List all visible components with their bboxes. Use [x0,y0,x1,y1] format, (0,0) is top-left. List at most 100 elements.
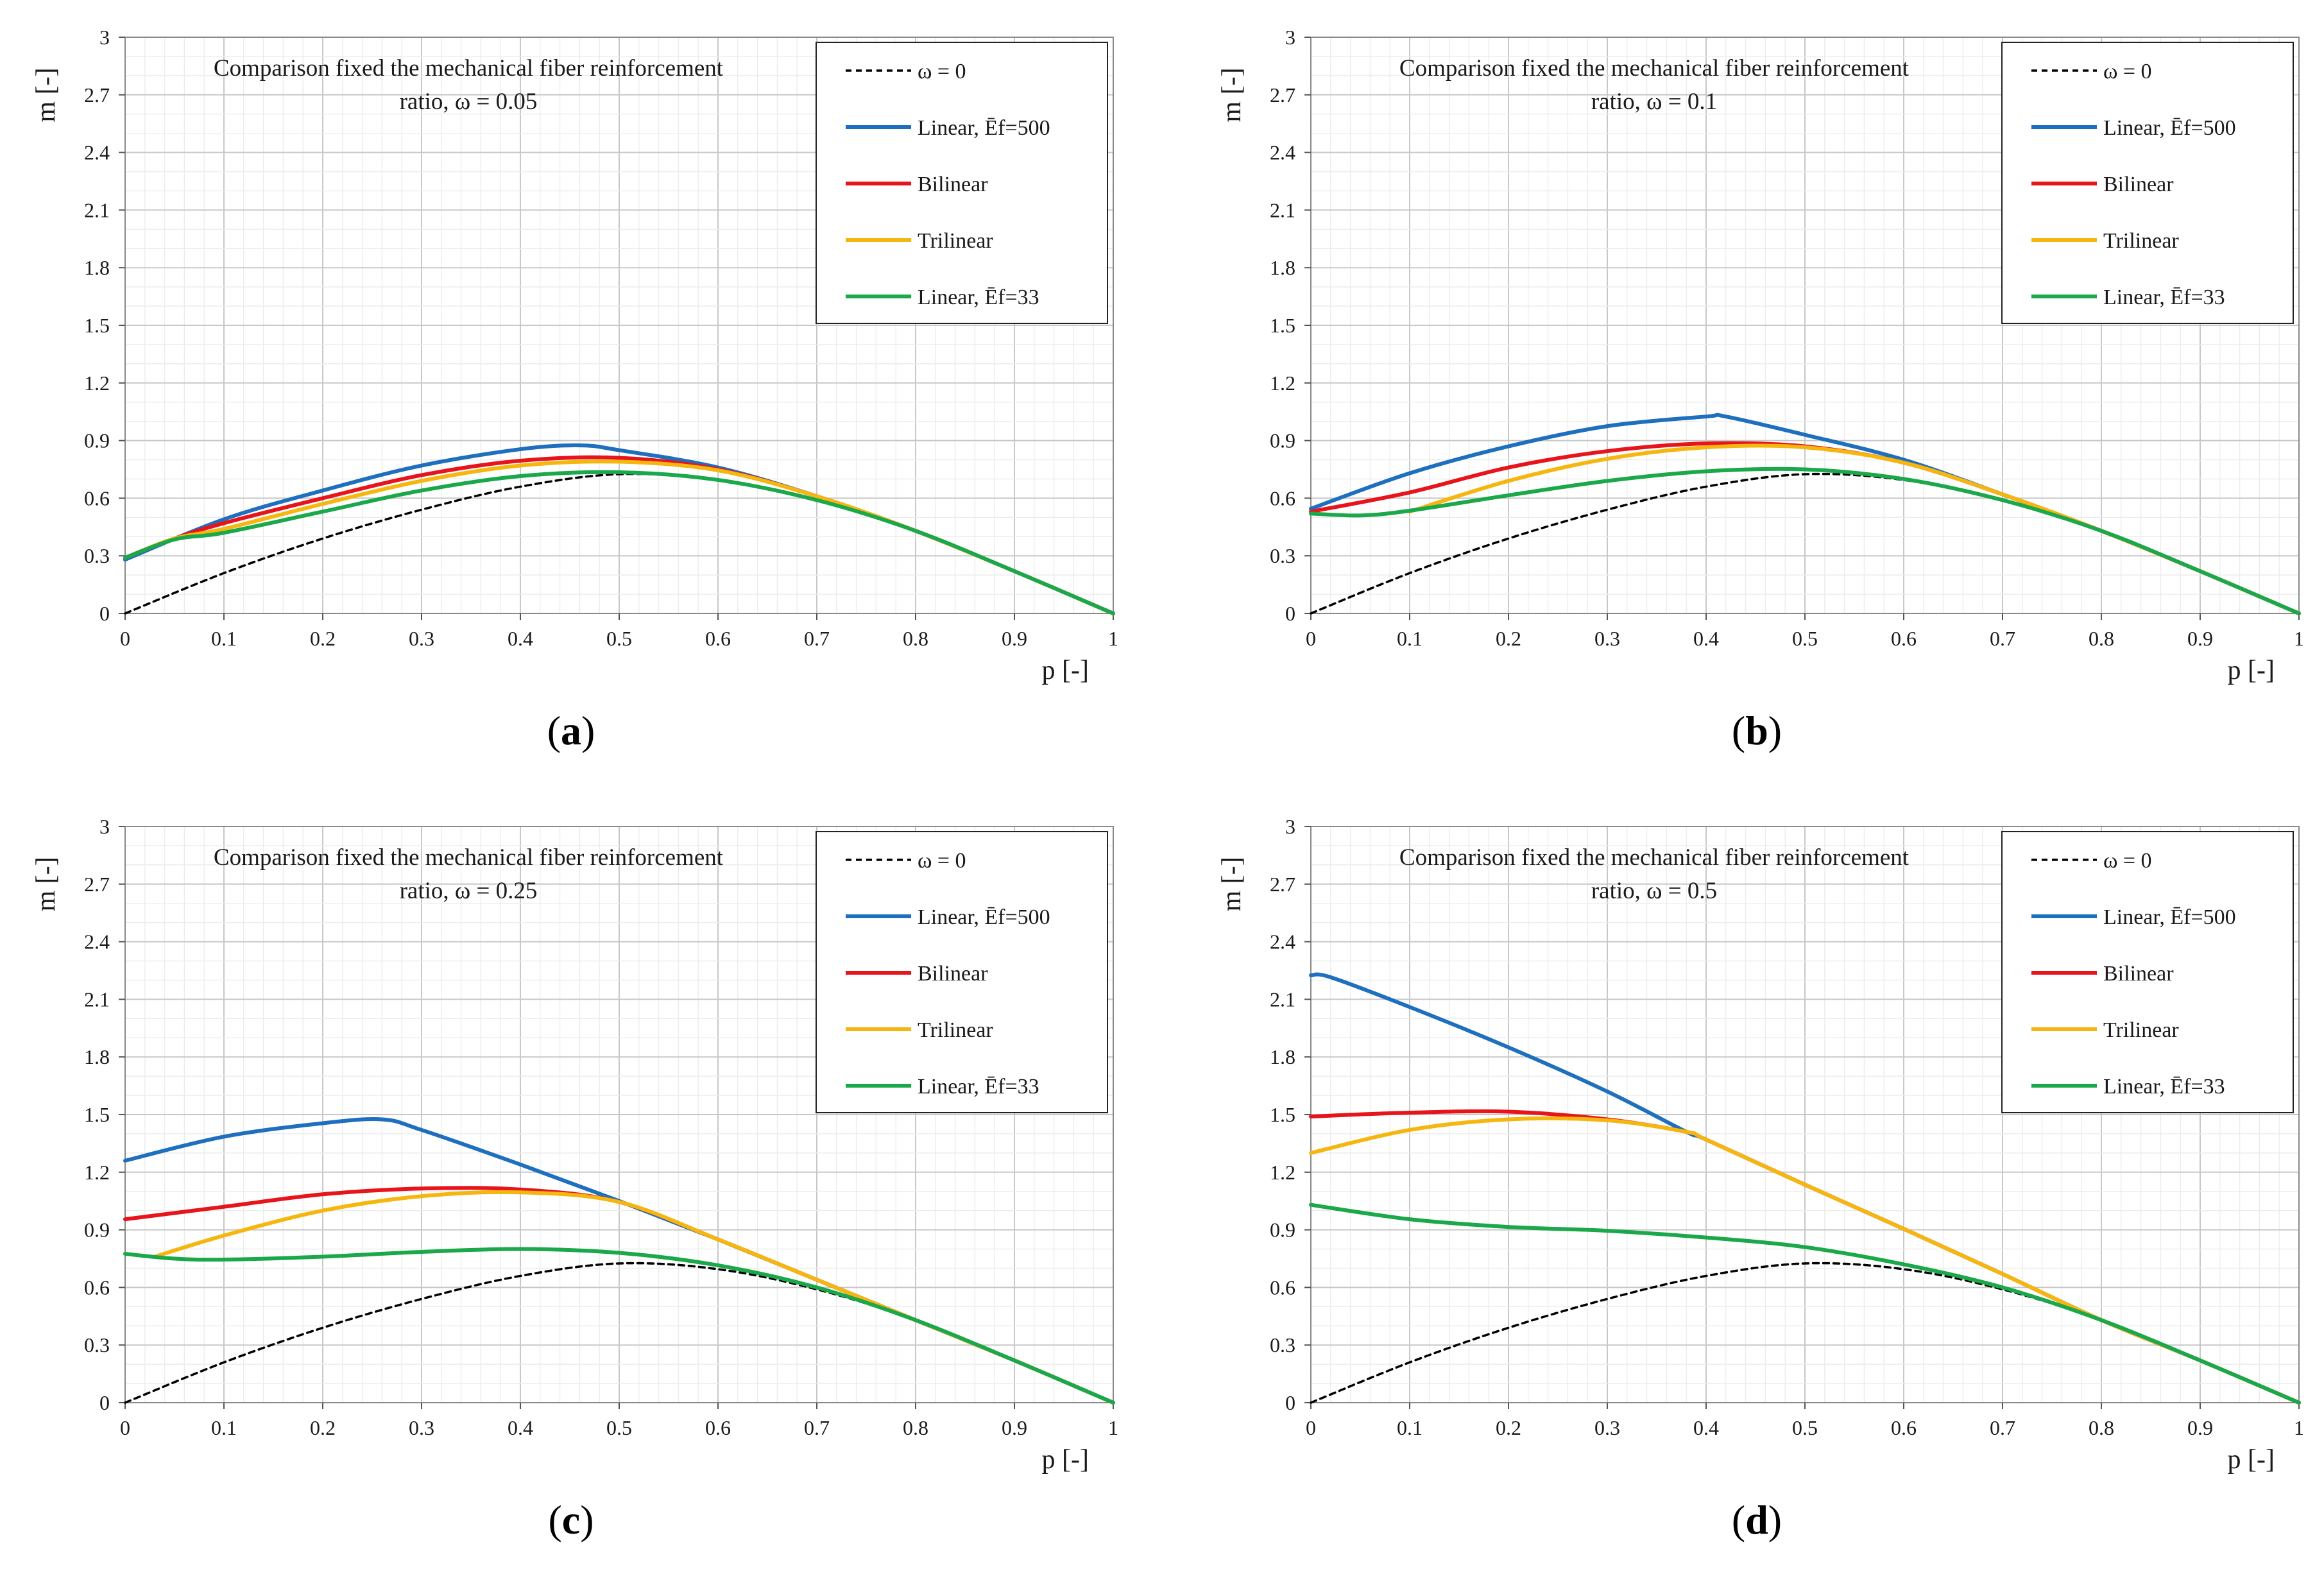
y-axis-title: m [-] [31,857,61,911]
chart-title-line2: ratio, ω = 0.1 [1591,89,1717,115]
panel-letter: a [561,708,581,753]
x-tick-label: 0.6 [1891,1416,1917,1439]
x-axis-title: p [-] [1042,656,1089,685]
y-tick-label: 0 [1285,602,1295,625]
y-tick-label: 1.8 [1270,256,1295,279]
y-tick-label: 0.6 [84,486,110,509]
legend-label: ω = 0 [918,849,966,873]
x-tick-label: 0.1 [1397,627,1423,650]
y-tick-label: 2.4 [1270,141,1295,164]
x-tick-label: 0.2 [1496,1416,1521,1439]
x-tick-label: 0.6 [705,1416,731,1439]
y-axis-title: m [-] [1217,857,1247,911]
legend: ω = 0 Linear, Ēf=500 Bilinear Trilinear Line… [816,831,1108,1113]
x-tick-label: 0.7 [1990,627,2015,650]
x-tick-label: 0 [120,627,130,650]
panel-c: 0 0.1 0.2 0.3 0.4 0.5 0.6 0.7 0.8 0.9 1 0 0.3 0.6 0.9 1… [31,815,1118,1543]
x-tick-label: 0 [1306,627,1316,650]
x-tick-label: 0.3 [409,1416,434,1439]
y-tick-label: 2.4 [84,930,110,954]
y-tick-label: 2.4 [1270,930,1295,954]
x-tick-label: 0.8 [903,627,928,650]
legend-label: ω = 0 [918,60,966,83]
x-tick-label: 0.9 [1002,627,1027,650]
y-tick-label: 3 [99,815,110,838]
x-tick-label: 1 [1108,1416,1118,1439]
x-tick-labels: 0 0.1 0.2 0.3 0.4 0.5 0.6 0.7 0.8 0.9 1 [1306,1403,2304,1439]
legend: ω = 0 Linear, Ēf=500 Bilinear Trilinear Line… [2001,831,2294,1113]
x-tick-label: 0.3 [1594,627,1620,650]
chart-title: Comparison fixed the mechanical fiber re… [214,55,724,81]
x-tick-label: 0.8 [2089,627,2114,650]
y-tick-label: 0.9 [1270,429,1295,452]
x-tick-label: 0.8 [903,1416,928,1439]
legend-label: Linear, Ēf=33 [2103,286,2225,309]
legend-label: Linear, Ēf=500 [918,905,1050,929]
legend-label: Linear, Ēf=33 [918,1075,1039,1099]
legend-label: Linear, Ēf=33 [918,286,1039,309]
y-tick-label: 3 [99,26,110,49]
y-tick-label: 0.3 [1270,1333,1295,1356]
legend-label: Linear, Ēf=500 [918,116,1050,140]
panel-label: (b) [1732,708,1782,753]
y-tick-label: 1.5 [1270,314,1295,337]
y-tick-label: 0.6 [1270,1276,1295,1299]
x-tick-label: 0.2 [310,1416,336,1439]
x-tick-label: 0.9 [2187,627,2213,650]
x-tick-label: 0.4 [508,1416,533,1439]
chart-title: Comparison fixed the mechanical fiber re… [214,844,724,871]
x-tick-label: 0.9 [2187,1416,2213,1439]
y-tick-label: 0 [99,602,110,625]
panel-d: 0 0.1 0.2 0.3 0.4 0.5 0.6 0.7 0.8 0.9 1 0 0.3 0.6 0.9 1… [1217,815,2304,1543]
y-tick-labels: 0 0.3 0.6 0.9 1.2 1.5 1.8 2.1 2.4 2.7 3 [1270,815,1311,1414]
series-lines [123,443,1115,615]
series-lines [1309,972,2301,1405]
y-tick-label: 2.7 [84,873,110,896]
x-tick-label: 0 [1306,1416,1316,1439]
y-tick-label: 2.1 [84,988,110,1011]
series-line-linear33 [123,470,1115,615]
y-tick-label: 0 [1285,1391,1295,1414]
legend-label: ω = 0 [2103,60,2152,83]
x-tick-label: 0.9 [1002,1416,1027,1439]
y-tick-label: 3 [1285,815,1295,838]
y-tick-label: 1.2 [84,1161,110,1184]
y-tick-label: 0.3 [84,544,110,567]
y-tick-label: 0.9 [1270,1219,1295,1242]
legend-label: Trilinear [918,229,993,253]
x-tick-label: 1 [2294,1416,2304,1439]
legend-label: Bilinear [918,173,988,196]
panel-label: (d) [1732,1497,1782,1543]
x-tick-label: 0.1 [1397,1416,1423,1439]
panel-label: (a) [547,708,595,753]
x-tick-label: 0.4 [508,627,533,650]
y-tick-label: 1.8 [84,1045,110,1068]
x-tick-label: 0.6 [705,627,731,650]
x-tick-label: 0.4 [1693,627,1719,650]
chart-title: Comparison fixed the mechanical fiber re… [1399,55,1910,81]
series-line-linear33 [1309,1202,2301,1405]
chart-title-line2: ratio, ω = 0.25 [400,878,538,904]
y-tick-label: 1.5 [84,1103,110,1126]
x-tick-label: 0.2 [1496,627,1521,650]
x-tick-label: 0.4 [1693,1416,1719,1439]
chart-title-line2: ratio, ω = 0.5 [1591,878,1717,904]
legend-label: Trilinear [2103,1018,2179,1042]
y-tick-label: 0.6 [84,1276,110,1299]
legend-label: Linear, Ēf=33 [2103,1075,2225,1099]
y-tick-labels: 0 0.3 0.6 0.9 1.2 1.5 1.8 2.1 2.4 2.7 3 [84,26,125,625]
x-axis-title: p [-] [2228,656,2275,685]
x-tick-label: 0.5 [606,1416,632,1439]
y-tick-labels: 0 0.3 0.6 0.9 1.2 1.5 1.8 2.1 2.4 2.7 3 [84,815,125,1414]
y-tick-label: 1.8 [1270,1045,1295,1068]
x-tick-labels: 0 0.1 0.2 0.3 0.4 0.5 0.6 0.7 0.8 0.9 1 [1306,613,2304,650]
panel-letter: c [562,1497,580,1543]
panel-b: 0 0.1 0.2 0.3 0.4 0.5 0.6 0.7 0.8 0.9 1 0 0.3 0.6 0.9 1… [1217,26,2304,753]
y-tick-label: 0.3 [1270,544,1295,567]
y-tick-label: 0.3 [84,1333,110,1356]
legend-label: Bilinear [918,962,988,986]
y-tick-label: 0 [99,1391,110,1414]
panel-label: (c) [548,1497,594,1543]
y-axis-title: m [-] [1217,67,1247,122]
y-axis-title: m [-] [31,67,61,122]
